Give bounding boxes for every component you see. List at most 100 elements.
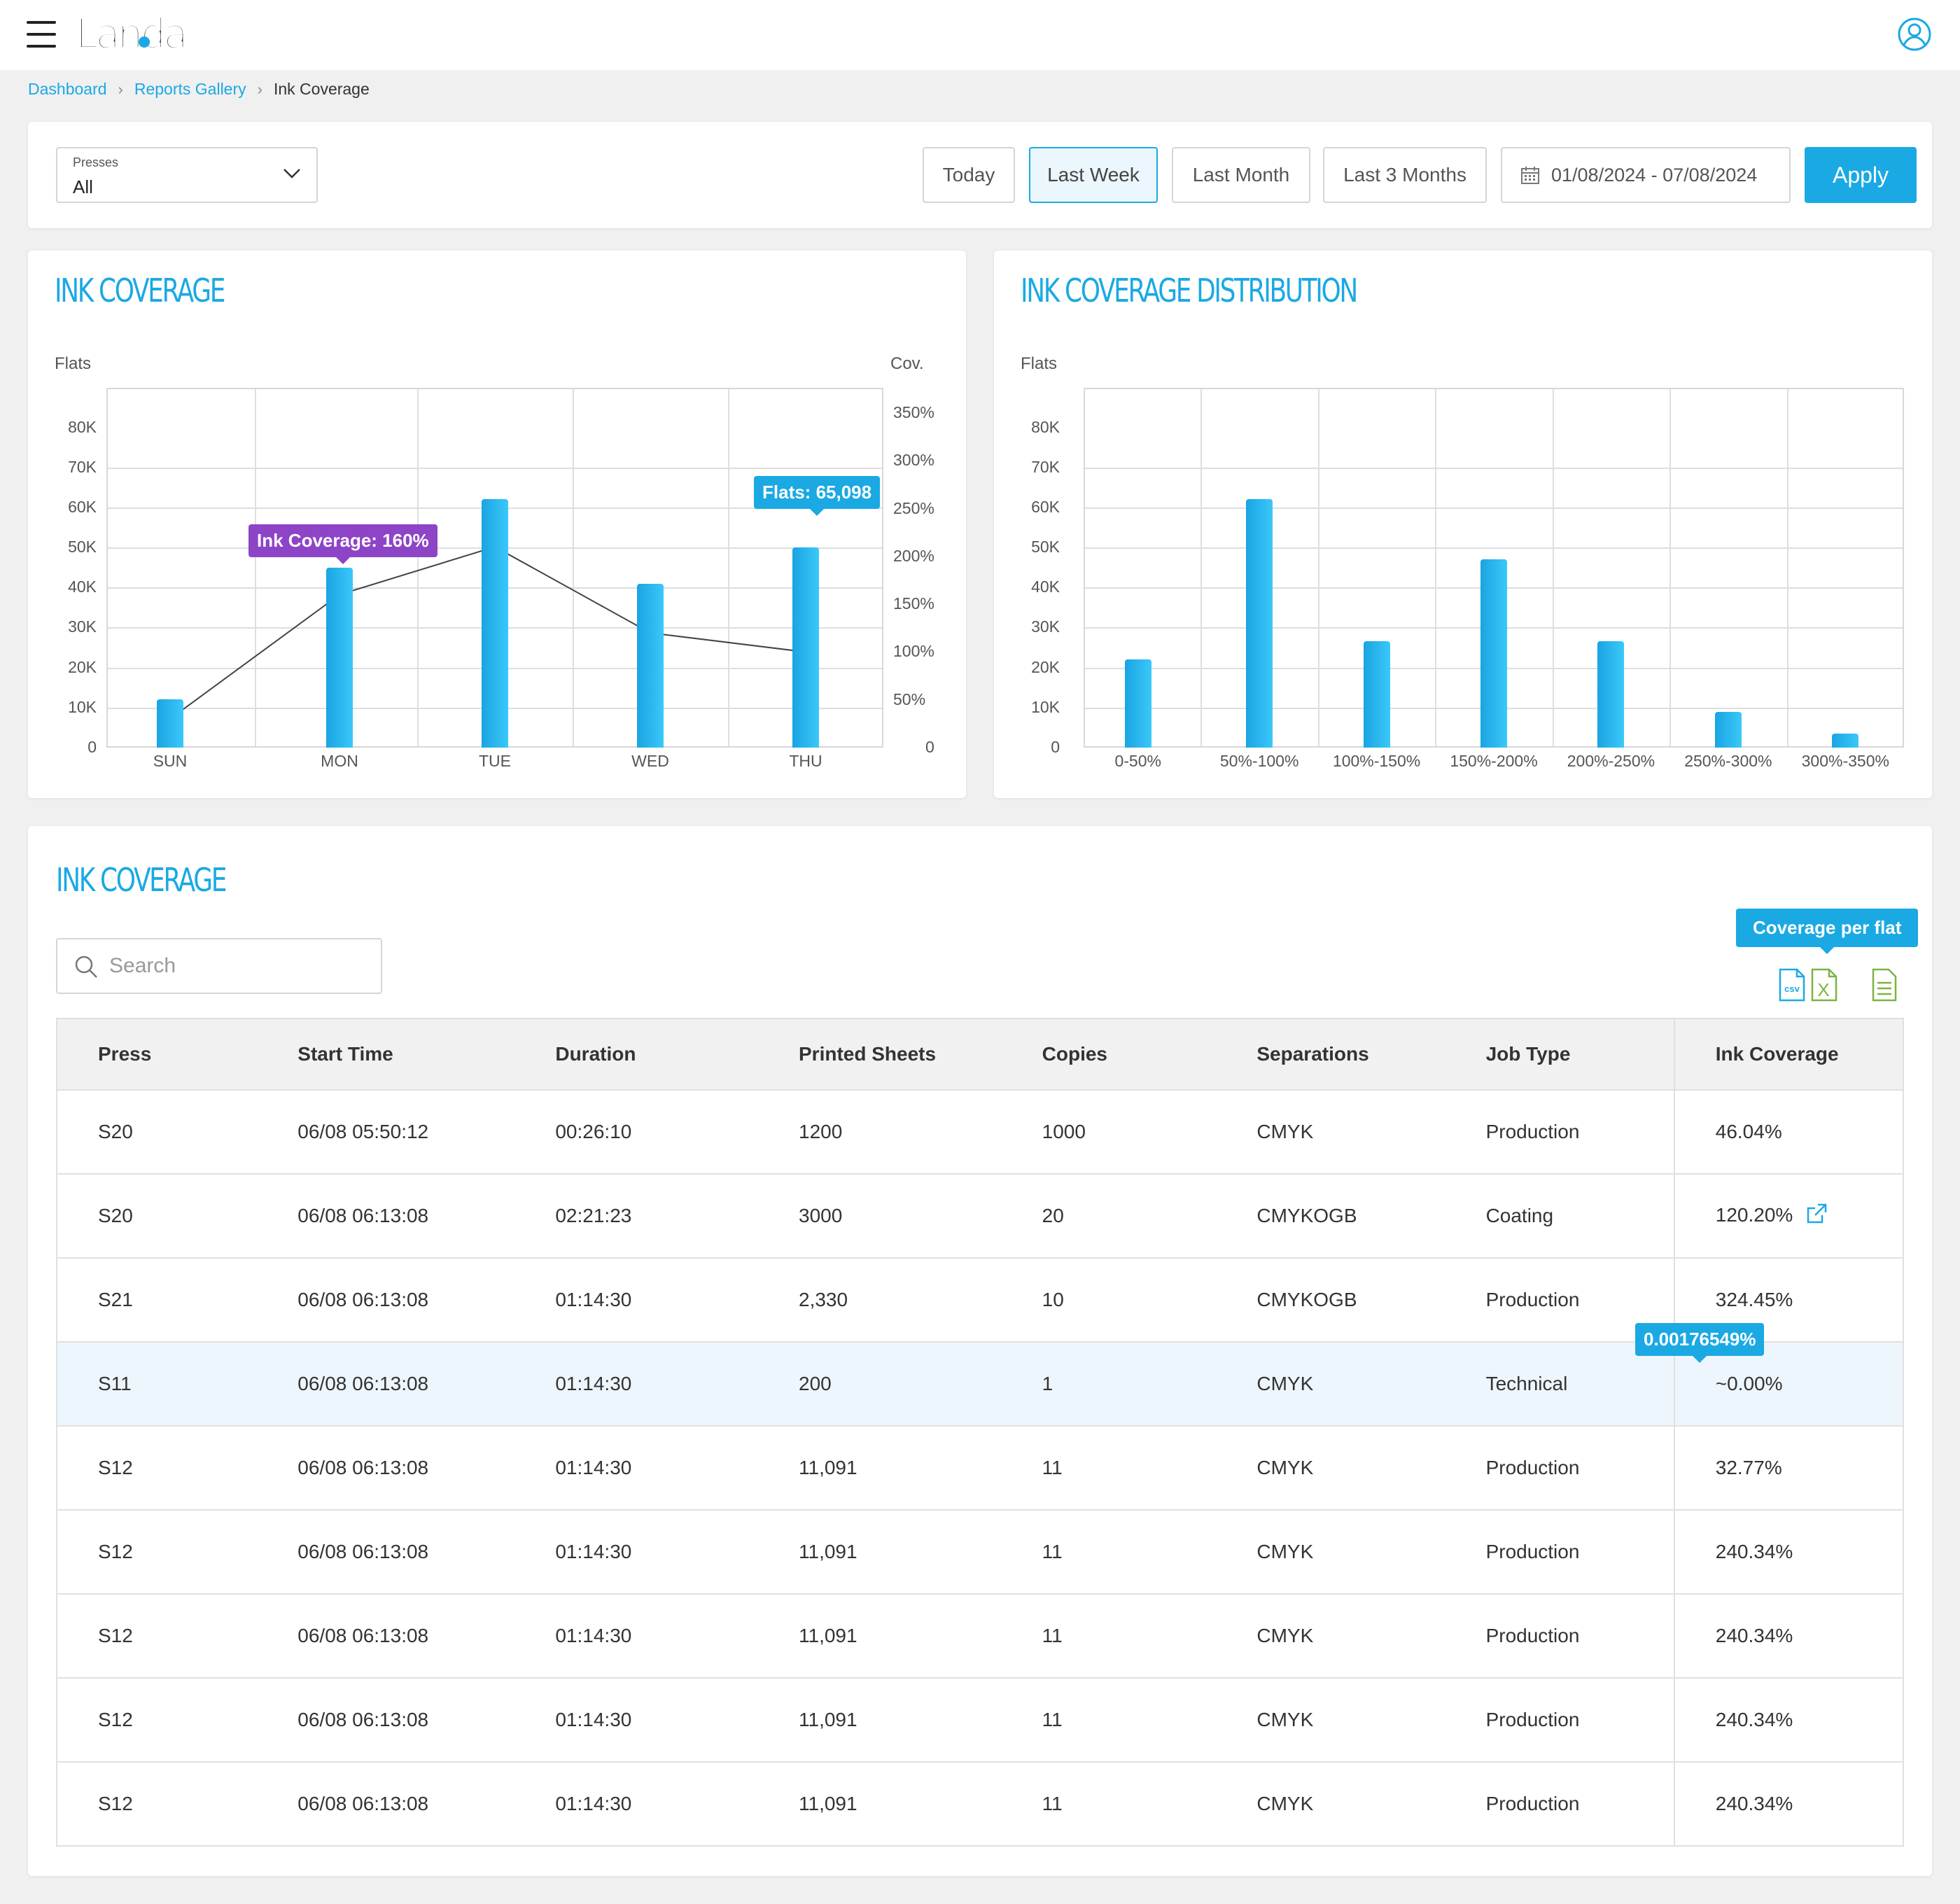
- cell-value: 3000: [799, 1205, 843, 1226]
- cell-value: S12: [98, 1793, 133, 1814]
- gridline: [1786, 389, 1788, 746]
- table-cell: Production: [1445, 1426, 1674, 1511]
- table-row[interactable]: S11 06/08 06:13:08 01:14:30 200 1 CMYK Technic…: [57, 1342, 1903, 1427]
- cell-value: 11: [1042, 1457, 1063, 1478]
- search-input[interactable]: [109, 951, 368, 981]
- user-profile-icon[interactable]: [1897, 17, 1932, 55]
- table-cell: S12: [57, 1762, 258, 1847]
- cell-value: Production: [1485, 1457, 1580, 1478]
- table-cell: 06/08 06:13:08: [257, 1678, 515, 1763]
- cell-value: 11,091: [799, 1457, 858, 1478]
- distribution-bar[interactable]: [1363, 641, 1390, 748]
- table-row[interactable]: S21 06/08 06:13:08 01:14:30 2,330 10 CMYKOGB P…: [57, 1258, 1903, 1343]
- x-tick-label: THU: [789, 752, 822, 770]
- distribution-bar[interactable]: [1597, 641, 1625, 748]
- cell-value: CMYK: [1256, 1121, 1314, 1142]
- table-cell: 01:14:30: [514, 1678, 758, 1763]
- ink-coverage-table: Press Start Time Duration Printed Sheets Cop…: [56, 1018, 1904, 1847]
- column-header[interactable]: Start Time: [257, 1018, 515, 1091]
- distribution-bar[interactable]: [1480, 559, 1507, 748]
- y-tick-label: 20K: [68, 657, 97, 676]
- y-axis-label: Flats: [1021, 354, 1058, 373]
- hamburger-menu-icon[interactable]: [27, 21, 57, 48]
- cell-value: CMYKOGB: [1256, 1205, 1357, 1226]
- table-cell: 11: [1001, 1510, 1217, 1595]
- distribution-bar[interactable]: [1124, 659, 1152, 748]
- flat-report-export-icon[interactable]: [1870, 967, 1898, 1006]
- csv-export-icon[interactable]: csv: [1778, 967, 1806, 1006]
- column-header[interactable]: Job Type: [1445, 1018, 1674, 1091]
- table-row[interactable]: S12 06/08 06:13:08 01:14:30 11,091 11 CMYK Pro…: [57, 1426, 1903, 1511]
- table-row[interactable]: S12 06/08 06:13:08 01:14:30 11,091 11 CMYK Pro…: [57, 1762, 1903, 1847]
- landa-logo[interactable]: Landa: [73, 7, 189, 59]
- table-cell: 3000: [758, 1174, 1002, 1259]
- y-tick-label: 40K: [1031, 578, 1060, 596]
- cell-value: CMYKOGB: [1256, 1289, 1357, 1310]
- table-cell: Production: [1445, 1762, 1674, 1847]
- column-header[interactable]: Copies: [1001, 1018, 1217, 1091]
- table-cell: 06/08 06:13:08: [257, 1258, 515, 1343]
- breadcrumb-reports-gallery[interactable]: Reports Gallery: [134, 80, 246, 98]
- y2-tick-label: 100%: [893, 642, 934, 661]
- table-cell: 240.34%: [1673, 1594, 1903, 1679]
- table-cell: 01:14:30: [514, 1510, 758, 1595]
- flats-bar[interactable]: [157, 699, 183, 748]
- presses-select[interactable]: Presses All: [56, 147, 318, 203]
- cell-value: 20: [1042, 1205, 1064, 1226]
- excel-export-icon[interactable]: X: [1810, 967, 1838, 1006]
- table-cell: Production: [1445, 1678, 1674, 1763]
- column-header[interactable]: Printed Sheets: [758, 1018, 1002, 1091]
- table-cell: 01:14:30: [514, 1258, 758, 1343]
- period-last-week-button[interactable]: Last Week: [1029, 147, 1158, 203]
- y-tick-label: 60K: [1031, 497, 1060, 516]
- cell-value: 06/08 06:13:08: [298, 1373, 429, 1394]
- table-row[interactable]: S12 06/08 06:13:08 01:14:30 11,091 11 CMYK Pro…: [57, 1510, 1903, 1595]
- table-cell: 20: [1001, 1174, 1217, 1259]
- table-cell: 11: [1001, 1594, 1217, 1679]
- table-cell: S21: [57, 1258, 258, 1343]
- flats-bar[interactable]: [637, 583, 664, 748]
- flats-bar[interactable]: [482, 499, 508, 748]
- y-tick-label: 30K: [1031, 617, 1060, 636]
- apply-button[interactable]: Apply: [1805, 147, 1917, 203]
- date-range-picker[interactable]: 01/08/2024 - 07/08/2024: [1501, 147, 1791, 203]
- chart-title: INK COVERAGE: [55, 272, 225, 309]
- period-last-3-months-button[interactable]: Last 3 Months: [1323, 147, 1487, 203]
- table-row[interactable]: S20 06/08 06:13:08 02:21:23 3000 20 CMYKOGB Co…: [57, 1174, 1903, 1259]
- cell-value: 01:14:30: [555, 1793, 632, 1814]
- breadcrumb: Dashboard › Reports Gallery › Ink Covera…: [28, 80, 370, 99]
- table-title: INK COVERAGE: [56, 861, 227, 899]
- y2-tick-label: 200%: [893, 546, 934, 565]
- cell-value: S12: [98, 1457, 133, 1478]
- distribution-bar[interactable]: [1832, 733, 1859, 748]
- external-link-icon[interactable]: [1805, 1203, 1828, 1229]
- cell-value: 02:21:23: [555, 1205, 632, 1226]
- flats-bar[interactable]: [792, 547, 819, 748]
- breadcrumb-dashboard[interactable]: Dashboard: [28, 80, 107, 98]
- table-cell: Production: [1445, 1090, 1674, 1175]
- table-cell: S12: [57, 1426, 258, 1511]
- cell-value: 00:26:10: [555, 1121, 632, 1142]
- gridline: [108, 467, 882, 469]
- gridline: [1552, 389, 1554, 746]
- column-header[interactable]: Press: [57, 1018, 258, 1091]
- distribution-bar[interactable]: [1714, 711, 1742, 748]
- distribution-bar[interactable]: [1246, 499, 1273, 748]
- cell-value: 06/08 05:50:12: [298, 1121, 429, 1142]
- column-header[interactable]: Duration: [514, 1018, 758, 1091]
- cell-value: CMYK: [1256, 1625, 1314, 1646]
- cell-value: 1: [1042, 1373, 1054, 1394]
- table-row[interactable]: S12 06/08 06:13:08 01:14:30 11,091 11 CMYK Pro…: [57, 1678, 1903, 1763]
- flats-bar[interactable]: [326, 567, 353, 748]
- table-row[interactable]: S12 06/08 06:13:08 01:14:30 11,091 11 CMYK Pro…: [57, 1594, 1903, 1679]
- column-header[interactable]: Separations: [1216, 1018, 1446, 1091]
- cell-value: 240.34%: [1715, 1793, 1793, 1814]
- table-row[interactable]: S20 06/08 05:50:12 00:26:10 1200 1000 CMYK Pro…: [57, 1090, 1903, 1175]
- period-today-button[interactable]: Today: [923, 147, 1015, 203]
- column-header[interactable]: Ink Coverage: [1673, 1018, 1903, 1091]
- y-tick-label: 0: [88, 738, 97, 756]
- cell-value: CMYK: [1256, 1457, 1314, 1478]
- cell-value: CMYK: [1256, 1373, 1314, 1394]
- period-last-month-button[interactable]: Last Month: [1172, 147, 1310, 203]
- table-cell: 11: [1001, 1678, 1217, 1763]
